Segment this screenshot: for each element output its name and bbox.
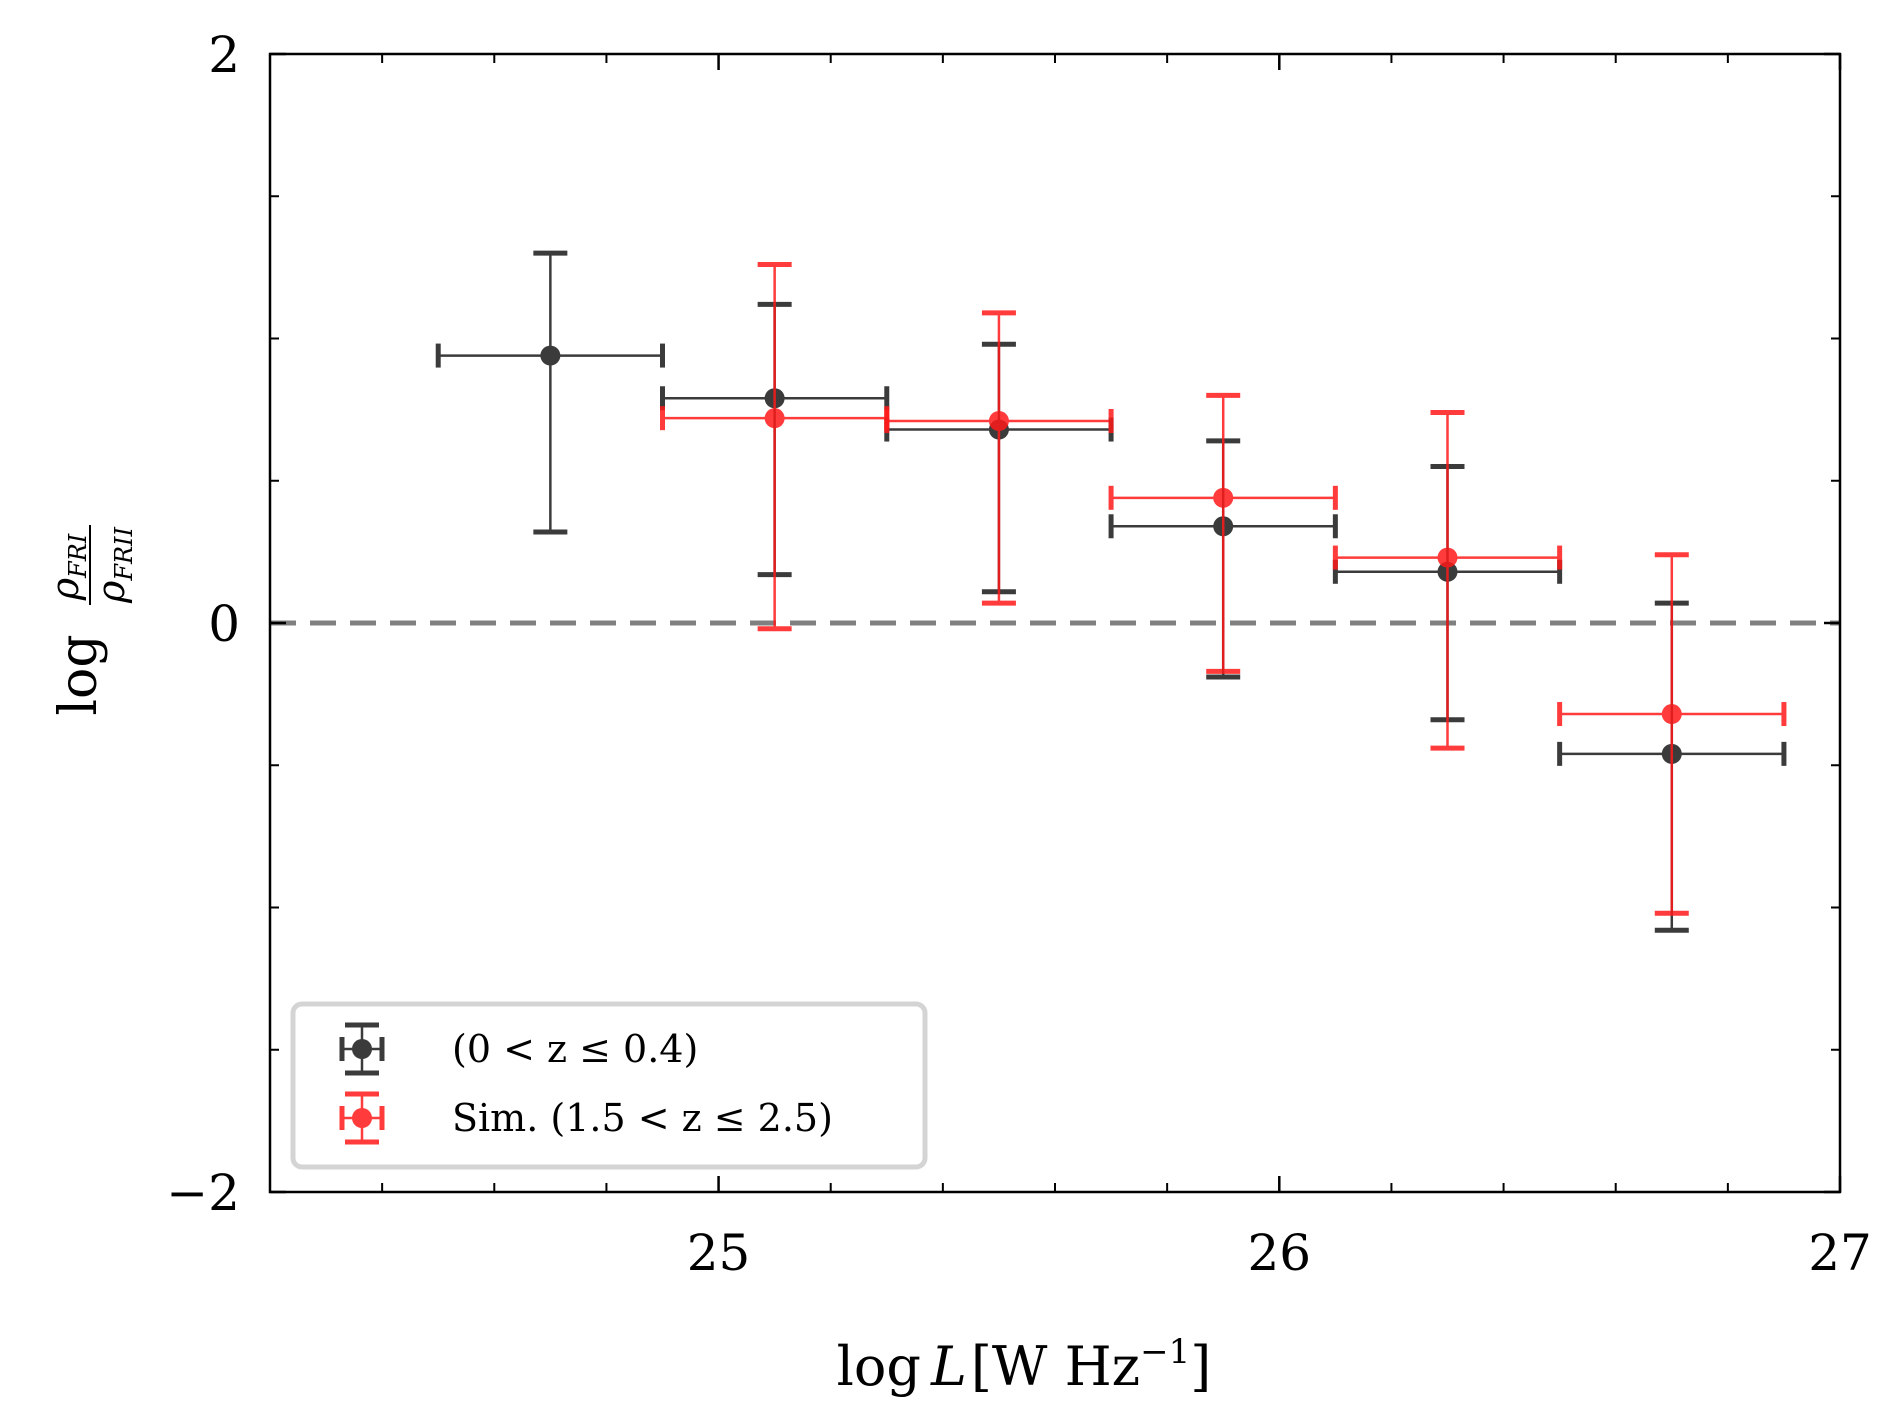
y-tick-label: 0: [208, 595, 240, 653]
x-axis-label: log L[W Hz−1]: [837, 1332, 1212, 1398]
black-series-marker: [540, 345, 561, 366]
data-marks: [435, 250, 1787, 933]
svg-text:log: log: [49, 634, 109, 715]
red-series-marker: [764, 408, 785, 429]
x-tick-label: 25: [687, 1224, 751, 1282]
legend-black-handle-point: [339, 1022, 385, 1076]
red-series-marker: [1213, 487, 1234, 508]
y-tick-label: 2: [208, 26, 240, 84]
svg-text:ρFRI: ρFRI: [43, 533, 92, 601]
x-tick-label: 26: [1247, 1224, 1311, 1282]
legend-label-red: Sim. (1.5 < z ≤ 2.5): [452, 1096, 833, 1140]
legend-label-black: (0 < z ≤ 0.4): [452, 1027, 698, 1071]
red-series-point: [1332, 409, 1563, 751]
legend: (0 < z ≤ 0.4) Sim. (1.5 < z ≤ 2.5): [290, 1001, 928, 1170]
plot-frame: [268, 52, 1842, 1194]
red-series-marker: [988, 411, 1009, 432]
y-tick-label: −2: [166, 1164, 240, 1222]
y-axis-label: log ρFRI ρFRII: [43, 525, 138, 716]
red-series-point: [884, 310, 1114, 606]
legend-handles: [339, 1022, 385, 1145]
red-series-marker: [1661, 704, 1682, 725]
legend-red-handle-marker: [352, 1108, 372, 1128]
legend-box: [290, 1001, 928, 1170]
red-series-point: [1108, 392, 1338, 674]
legend-red-handle-point: [339, 1091, 385, 1145]
legend-black-handle-marker: [352, 1039, 372, 1059]
red-series-point: [1557, 552, 1787, 916]
black-series-point: [435, 250, 665, 535]
red-series-marker: [1437, 547, 1458, 568]
x-tick-label: 27: [1808, 1224, 1872, 1282]
axis-tick-labels: 25 26 27 −2 0 2: [166, 26, 1872, 1282]
svg-text:ρFRII: ρFRII: [89, 526, 138, 604]
